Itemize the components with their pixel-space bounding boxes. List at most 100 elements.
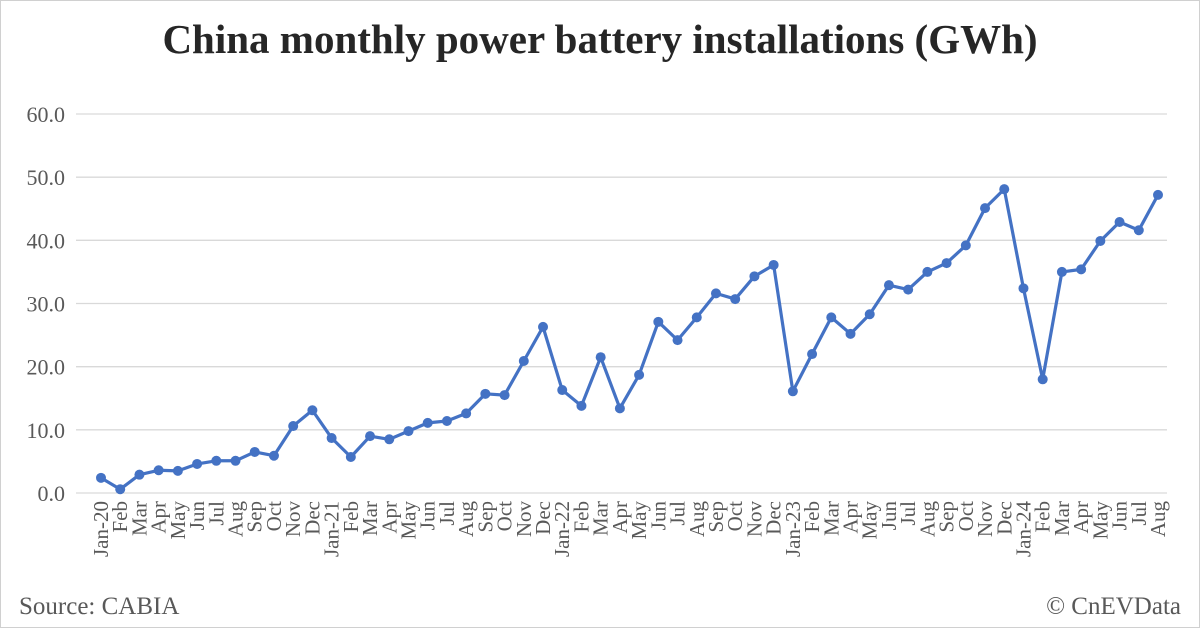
data-point [672, 335, 683, 346]
x-tick-label: Nov [973, 501, 997, 538]
data-point [749, 271, 760, 282]
data-point [557, 385, 568, 396]
data-point [710, 288, 721, 299]
x-tick-label: Nov [742, 501, 766, 538]
data-point [999, 184, 1010, 195]
data-point [326, 433, 337, 444]
data-point [922, 266, 933, 277]
data-point [614, 403, 625, 414]
data-point [1153, 189, 1163, 200]
data-point [576, 400, 587, 411]
x-tick-label: Sep [243, 501, 267, 533]
x-tick-label: Mar [589, 501, 613, 536]
x-tick-label: May [1088, 501, 1112, 540]
data-point [903, 284, 914, 295]
x-tick-label: Jan-24 [1011, 501, 1035, 557]
data-point [192, 458, 203, 469]
data-point [1056, 266, 1067, 277]
data-point [864, 309, 875, 320]
data-point [845, 328, 856, 339]
x-tick-label: May [166, 501, 190, 540]
x-tick-label: Oct [723, 501, 747, 531]
chart-title: China monthly power battery installation… [162, 16, 1038, 62]
data-point [787, 386, 798, 397]
x-tick-label: Apr [839, 501, 863, 534]
x-tick-label: Feb [1031, 501, 1055, 533]
data-point [538, 321, 549, 332]
x-tick-label: Aug [224, 501, 248, 538]
x-tick-label: Jun [1108, 501, 1132, 531]
y-tick-label: 40.0 [27, 228, 66, 253]
y-tick-label: 50.0 [27, 165, 66, 190]
x-tick-label: Jan-23 [781, 501, 805, 557]
data-point [1114, 217, 1125, 228]
x-tick-label: Apr [608, 501, 632, 534]
data-point [768, 259, 779, 270]
x-tick-label: Dec [992, 501, 1016, 535]
data-point [134, 469, 145, 480]
data-point [499, 390, 510, 401]
x-tick-label: Aug [685, 501, 709, 538]
data-point [480, 388, 491, 399]
x-tick-label: Feb [108, 501, 132, 533]
x-tick-label: Nov [281, 501, 305, 538]
data-point [288, 421, 299, 432]
x-tick-label: Apr [1069, 501, 1093, 534]
copyright-note: © CnEVData [1046, 593, 1181, 620]
x-tick-label: Jul [666, 501, 690, 526]
x-tick-label: Sep [935, 501, 959, 533]
data-point [730, 294, 741, 305]
data-point [941, 258, 952, 269]
data-point [268, 450, 279, 461]
data-point [249, 446, 260, 457]
x-tick-label: Aug [1146, 501, 1170, 538]
data-point [422, 417, 433, 428]
data-point [1037, 374, 1048, 385]
data-point [230, 455, 241, 466]
data-point [1133, 225, 1144, 236]
data-point [634, 369, 645, 380]
data-point [960, 240, 971, 251]
x-tick-label: Feb [569, 501, 593, 533]
source-note: Source: CABIA [19, 593, 180, 620]
x-tick-label: Feb [339, 501, 363, 533]
data-point [345, 451, 356, 462]
data-point [384, 434, 395, 445]
x-tick-label: Sep [704, 501, 728, 533]
x-tick-label: May [858, 501, 882, 540]
data-point [365, 431, 376, 442]
series-line [100, 187, 1160, 491]
x-tick-label: Dec [531, 501, 555, 535]
data-point [461, 408, 472, 419]
x-tick-label: Sep [473, 501, 497, 533]
x-tick-label: May [627, 501, 651, 540]
x-tick-label: Mar [819, 501, 843, 536]
x-tick-label: Mar [127, 501, 151, 536]
data-point [96, 472, 106, 483]
data-point [826, 312, 837, 323]
data-point [153, 465, 164, 476]
x-tick-label: Nov [512, 501, 536, 538]
y-tick-label: 10.0 [27, 418, 66, 443]
x-tick-label: Oct [954, 501, 978, 531]
data-point [883, 280, 894, 291]
x-tick-label: Feb [800, 501, 824, 533]
y-tick-label: 60.0 [27, 102, 66, 127]
data-point [115, 484, 126, 495]
x-tick-label: Mar [1050, 501, 1074, 536]
x-tick-label: Jul [435, 501, 459, 526]
x-tick-label: Jun [185, 501, 209, 531]
y-tick-label: 0.0 [38, 481, 66, 506]
x-tick-label: Aug [454, 501, 478, 538]
data-point [1018, 283, 1029, 294]
data-point [403, 426, 414, 437]
x-tick-label: Jun [646, 501, 670, 531]
data-point [807, 349, 818, 360]
x-tick-label: Jan-21 [320, 501, 344, 557]
data-point [691, 312, 702, 323]
x-tick-label: Jun [877, 501, 901, 531]
data-point [980, 203, 991, 214]
x-tick-label: Oct [493, 501, 517, 531]
